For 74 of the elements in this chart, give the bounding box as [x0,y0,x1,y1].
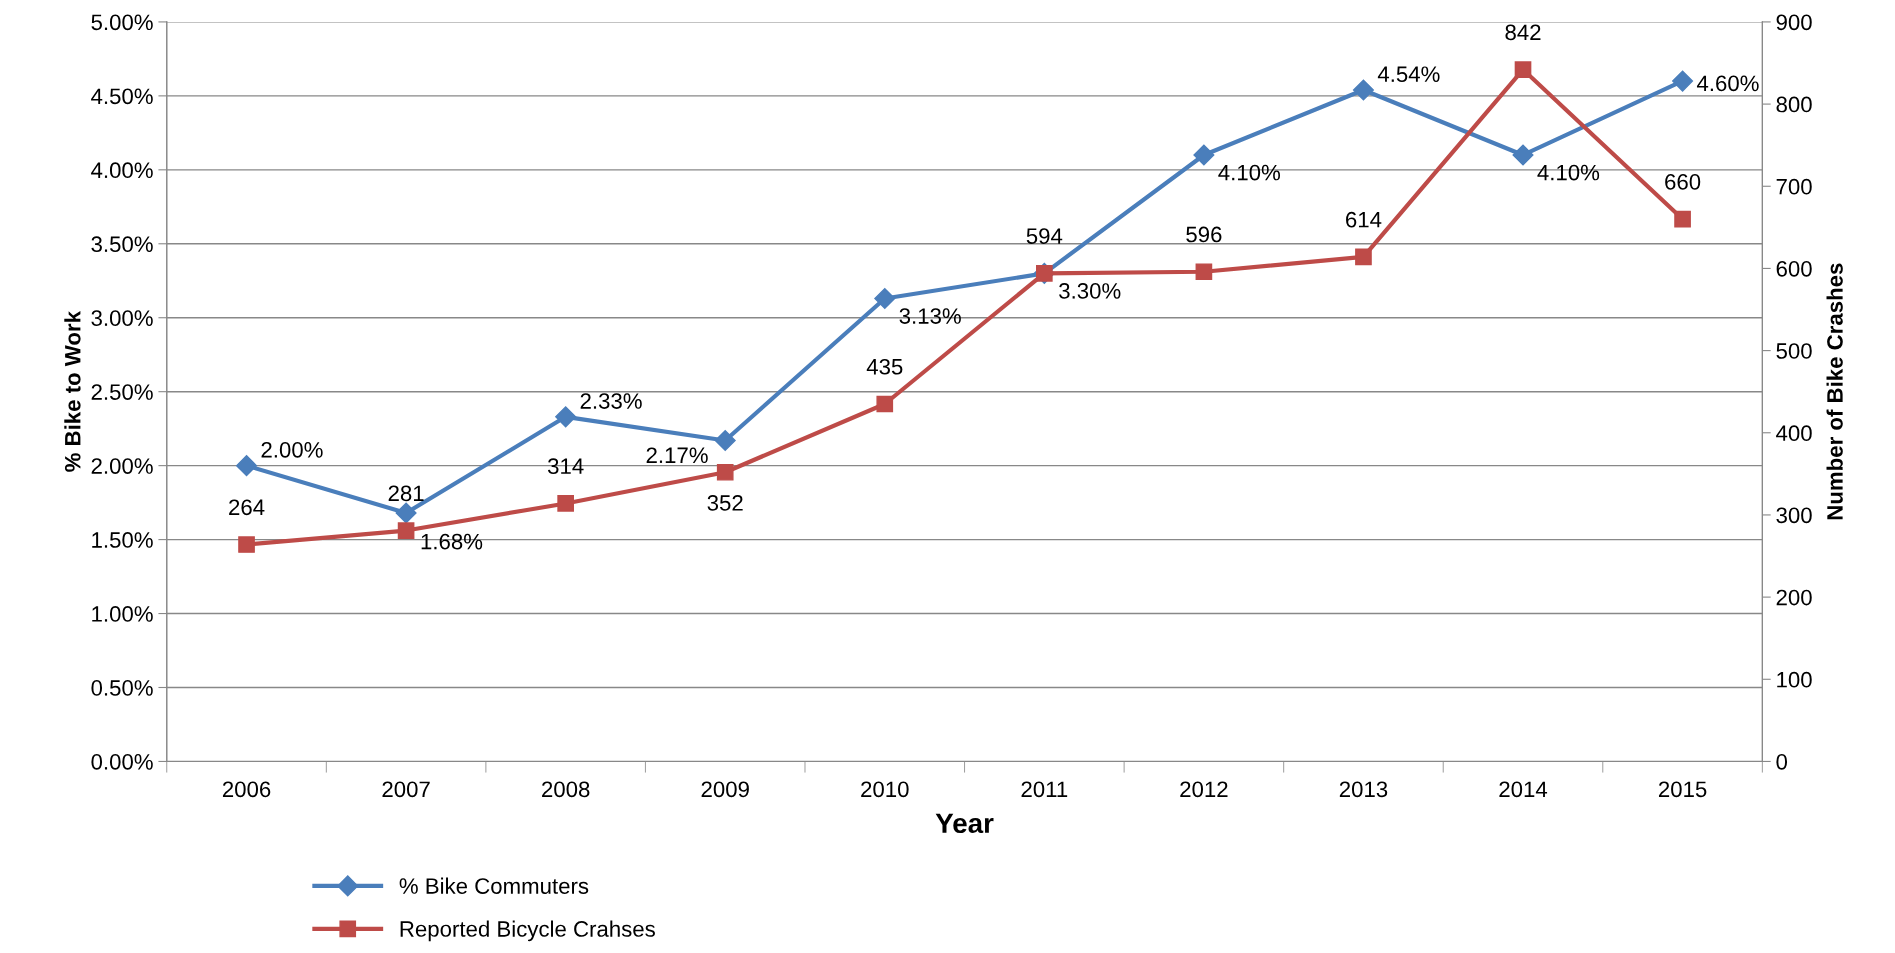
point [236,455,258,477]
x-axis-title: Year [935,813,994,834]
point [1672,70,1694,92]
data-label: 2.33% [580,393,642,409]
y-tick-label: 3.50% [91,236,153,253]
x-tick-label: 2009 [701,781,749,798]
data-label: 594 [1026,228,1063,244]
y-tick-label: 2.50% [91,384,153,400]
y-tick-label: 4.50% [91,88,153,105]
y2-axis-title: Number of Bike Crashes [1826,263,1843,520]
x-tick-label: 2006 [222,781,271,798]
point [555,406,577,428]
x-tick-label: 2011 [1021,781,1068,798]
point [1514,61,1532,78]
data-label: 2.00% [261,441,323,458]
y2-tick-label: 200 [1776,589,1812,606]
y-tick-label: 3.00% [91,310,153,326]
point [238,536,255,553]
y-tick-label: 1.50% [92,532,153,548]
data-label: 314 [547,458,584,475]
point [1674,210,1691,228]
y2-tick-label: 400 [1776,425,1812,442]
x-tick-label: 2014 [1499,781,1548,798]
y-axis-title: % Bike to Work [64,310,81,472]
point [874,287,896,310]
y-tick-label: 0.00% [91,753,153,770]
data-label: 4.10% [1537,164,1600,181]
point [397,522,415,539]
point [1352,79,1374,101]
data-label: 435 [866,358,903,375]
y-tick-label: 5.00% [91,14,153,31]
y2-tick-label: 900 [1776,14,1812,31]
data-label: 2.17% [646,447,708,464]
data-label: 3.13% [899,308,961,324]
y2-tick-label: 700 [1776,178,1812,195]
legend-label: Reported Bicycle Crahses [400,920,655,942]
data-label: 281 [388,485,424,502]
x-tick-label: 2012 [1180,781,1228,798]
data-label: 4.60% [1696,75,1759,92]
data-label: 1.68% [421,533,483,550]
y-tick-label: 0.50% [91,680,153,696]
point [1193,144,1215,166]
point [1195,263,1213,281]
point [395,502,417,524]
data-label: 614 [1346,211,1382,228]
point [876,395,894,413]
data-label: 4.54% [1377,66,1440,83]
x-tick-label: 2007 [382,781,430,798]
y2-tick-label: 500 [1776,343,1812,359]
y2-tick-label: 100 [1777,671,1812,688]
data-label: 660 [1665,174,1701,190]
y-tick-label: 2.00% [91,458,153,474]
y-tick-label: 1.00% [92,606,153,622]
point [557,495,574,512]
point [1512,144,1534,166]
y-tick-label: 4.00% [91,162,153,179]
y2-tick-label: 0 [1776,753,1788,770]
y2-tick-label: 600 [1776,260,1812,277]
x-tick-label: 2013 [1339,781,1388,798]
x-tick-label: 2008 [542,781,590,798]
point [716,463,734,481]
legend-label: % Bike Commuters [399,877,589,894]
data-label: 352 [707,495,743,511]
x-tick-label: 2010 [861,781,909,798]
point [1355,248,1372,266]
y2-tick-label: 800 [1776,96,1812,113]
y2-tick-label: 300 [1776,507,1812,524]
x-tick-label: 2015 [1658,781,1707,798]
point [714,429,736,452]
data-label: 596 [1186,226,1222,243]
data-label: 3.30% [1059,283,1121,299]
data-label: 264 [229,499,265,516]
data-label: 842 [1505,24,1541,41]
data-label: 4.10% [1218,164,1280,181]
